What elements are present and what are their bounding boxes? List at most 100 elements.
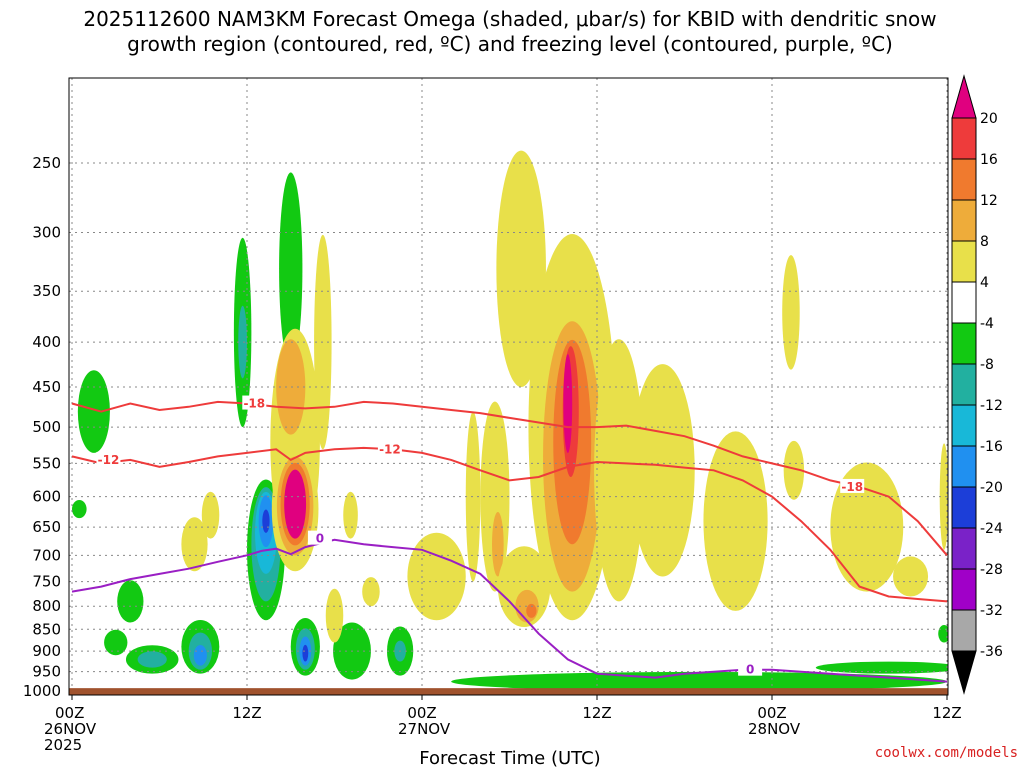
credit-text: coolwx.com/models <box>875 745 1018 761</box>
contour-label--18-1: -18 <box>841 480 863 494</box>
colorbar-band-10 <box>951 486 977 529</box>
contour--12 <box>71 446 948 603</box>
x-tick-label-36-0: 12Z <box>582 704 611 722</box>
contour-label-bg--18-0 <box>242 395 267 410</box>
colorbar-band-1 <box>951 117 977 160</box>
omega-region-24 <box>451 671 947 692</box>
contour-label-bg--12-1 <box>377 441 402 456</box>
colorbar-band-13 <box>951 609 977 652</box>
contour--18 <box>71 400 948 556</box>
omega-region-53 <box>630 364 695 577</box>
x-tick-label-24-0: 00Z <box>407 704 436 722</box>
x-tick-label-60-0: 12Z <box>932 704 961 722</box>
colorbar-band-7 <box>951 363 977 406</box>
omega-region-11 <box>279 172 303 366</box>
omega-region-39 <box>407 532 466 621</box>
contours: -18 -18 -12 -12 0 0 <box>71 395 948 683</box>
y-tick-label-250: 250 <box>32 154 61 172</box>
colorbar-band-11 <box>951 527 977 570</box>
y-tick-label-350: 350 <box>32 282 61 300</box>
omega-region-2 <box>117 580 144 623</box>
x-tick-label-48-0: 00Z <box>757 704 786 722</box>
omega-region-34 <box>181 517 208 572</box>
omega-region-55 <box>782 255 800 370</box>
x-tick-label-24-1: 27NOV <box>398 720 451 738</box>
omega-region-33 <box>284 469 307 539</box>
y-tick-label-450: 450 <box>32 378 61 396</box>
colorbar-label-1: 16 <box>980 152 998 168</box>
omega-region-36 <box>325 588 344 643</box>
omega-region-56 <box>783 440 805 500</box>
contour-label-0-1: 0 <box>746 663 754 677</box>
omega-region-3 <box>104 629 128 656</box>
omega-region-25 <box>815 661 948 674</box>
y-tick-label-1000: 1000 <box>23 682 61 700</box>
plot-area: -18 -18 -12 -12 0 0 <box>69 78 948 695</box>
y-axis: 250 300 350 400 450 500 550 600 650 700 750 800 850 9… <box>23 154 61 700</box>
x-tick-label-0-2: 2025 <box>44 736 82 754</box>
omega-region-51 <box>563 354 573 453</box>
chart-title-line-1: 2025112600 NAM3KM Forecast Omega (shaded… <box>83 7 936 31</box>
colorbar-band-8 <box>951 404 977 447</box>
colorbar-label-8: -16 <box>980 439 1003 455</box>
colorbar-label-3: 8 <box>980 234 989 250</box>
omega-region-0 <box>77 370 110 453</box>
plot-frame <box>68 77 949 696</box>
y-tick-label-850: 850 <box>32 620 61 638</box>
omega-region-5 <box>137 651 167 668</box>
colorbar-label-12: -32 <box>980 603 1003 619</box>
grid <box>69 78 948 695</box>
y-tick-label-800: 800 <box>32 597 61 615</box>
omega-region-40 <box>465 411 481 582</box>
colorbar-band-5 <box>951 281 977 324</box>
y-tick-label-650: 650 <box>32 518 61 536</box>
colorbar-label-4: 4 <box>980 275 989 291</box>
contour-label-0-0: 0 <box>316 532 324 546</box>
omega-region-38 <box>362 577 380 607</box>
x-tick-label-0-1: 26NOV <box>44 720 97 738</box>
colorbar-label-10: -24 <box>980 521 1003 537</box>
omega-region-45 <box>526 603 537 618</box>
x-tick-label-48-1: 28NOV <box>748 720 801 738</box>
omega-region-42 <box>492 512 504 577</box>
omega-region-35 <box>201 491 220 539</box>
omega-shading <box>72 150 948 692</box>
omega-region-58 <box>893 556 929 597</box>
colorbar-band-4 <box>951 240 977 283</box>
omega-region-46 <box>496 150 546 387</box>
contour-label--12-1: -12 <box>379 442 401 456</box>
omega-region-10 <box>238 305 247 379</box>
colorbar-label-9: -20 <box>980 480 1003 496</box>
contour-label--12-0: -12 <box>98 453 120 467</box>
x-axis-title: Forecast Time (UTC) <box>419 748 600 768</box>
colorbar-band-3 <box>951 199 977 242</box>
colorbar-label-7: -12 <box>980 398 1003 414</box>
chart-title-line-2: growth region (contoured, red, ºC) and f… <box>127 32 893 56</box>
y-tick-label-400: 400 <box>32 333 61 351</box>
colorbar-band-2 <box>951 158 977 201</box>
colorbar-label-6: -8 <box>980 357 994 373</box>
omega-region-8 <box>193 644 207 666</box>
contour-label-bg--18-1 <box>840 478 865 493</box>
colorbar-band-12 <box>951 568 977 611</box>
colorbar-band-6 <box>951 322 977 365</box>
omega-region-1 <box>72 499 87 519</box>
y-tick-label-600: 600 <box>32 488 61 506</box>
colorbar-label-0: 20 <box>980 111 998 127</box>
omega-region-28 <box>276 339 306 435</box>
contour-label-bg-0-1 <box>738 661 763 676</box>
contour-0 <box>71 538 948 683</box>
colorbar-bottom-arrow <box>951 650 977 695</box>
y-tick-label-750: 750 <box>32 573 61 591</box>
contour-label--18-0: -18 <box>243 397 265 411</box>
y-tick-label-700: 700 <box>32 546 61 564</box>
omega-region-16 <box>262 509 270 533</box>
colorbar-label-2: 12 <box>980 193 998 209</box>
omega-region-37 <box>343 491 358 539</box>
x-tick-label-12-0: 12Z <box>232 704 261 722</box>
colorbar-band-9 <box>951 445 977 488</box>
colorbar-top-arrow <box>951 74 977 119</box>
terrain-fill <box>69 688 948 695</box>
omega-region-52 <box>594 339 644 602</box>
